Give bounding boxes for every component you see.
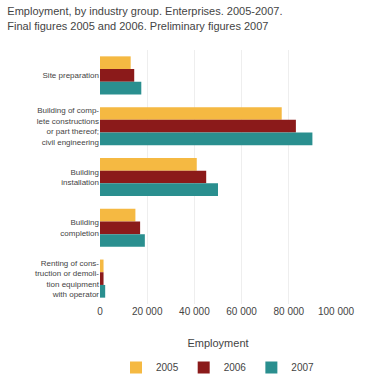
- svg-text:Renting of cons-truction or de: Renting of cons-truction or demoli-tion …: [35, 259, 100, 299]
- svg-text:60 000: 60 000: [226, 306, 257, 317]
- svg-text:Employment: Employment: [187, 337, 248, 349]
- svg-text:2007: 2007: [291, 362, 314, 373]
- svg-text:Employment, by industry group.: Employment, by industry group. Enterpris…: [7, 5, 282, 31]
- svg-text:Buildingcompletion: Buildingcompletion: [60, 218, 99, 237]
- svg-text:Building of comp-lete construc: Building of comp-lete constructionsor pa…: [37, 106, 100, 146]
- svg-text:Buildinginstallation: Buildinginstallation: [61, 168, 99, 187]
- svg-text:20 000: 20 000: [132, 306, 163, 317]
- svg-text:40 000: 40 000: [179, 306, 210, 317]
- svg-text:80 000: 80 000: [274, 306, 305, 317]
- svg-text:Site preparation: Site preparation: [43, 71, 99, 80]
- svg-text:0: 0: [97, 306, 103, 317]
- svg-text:2006: 2006: [224, 362, 247, 373]
- svg-text:2005: 2005: [156, 362, 179, 373]
- svg-text:100 000: 100 000: [318, 306, 355, 317]
